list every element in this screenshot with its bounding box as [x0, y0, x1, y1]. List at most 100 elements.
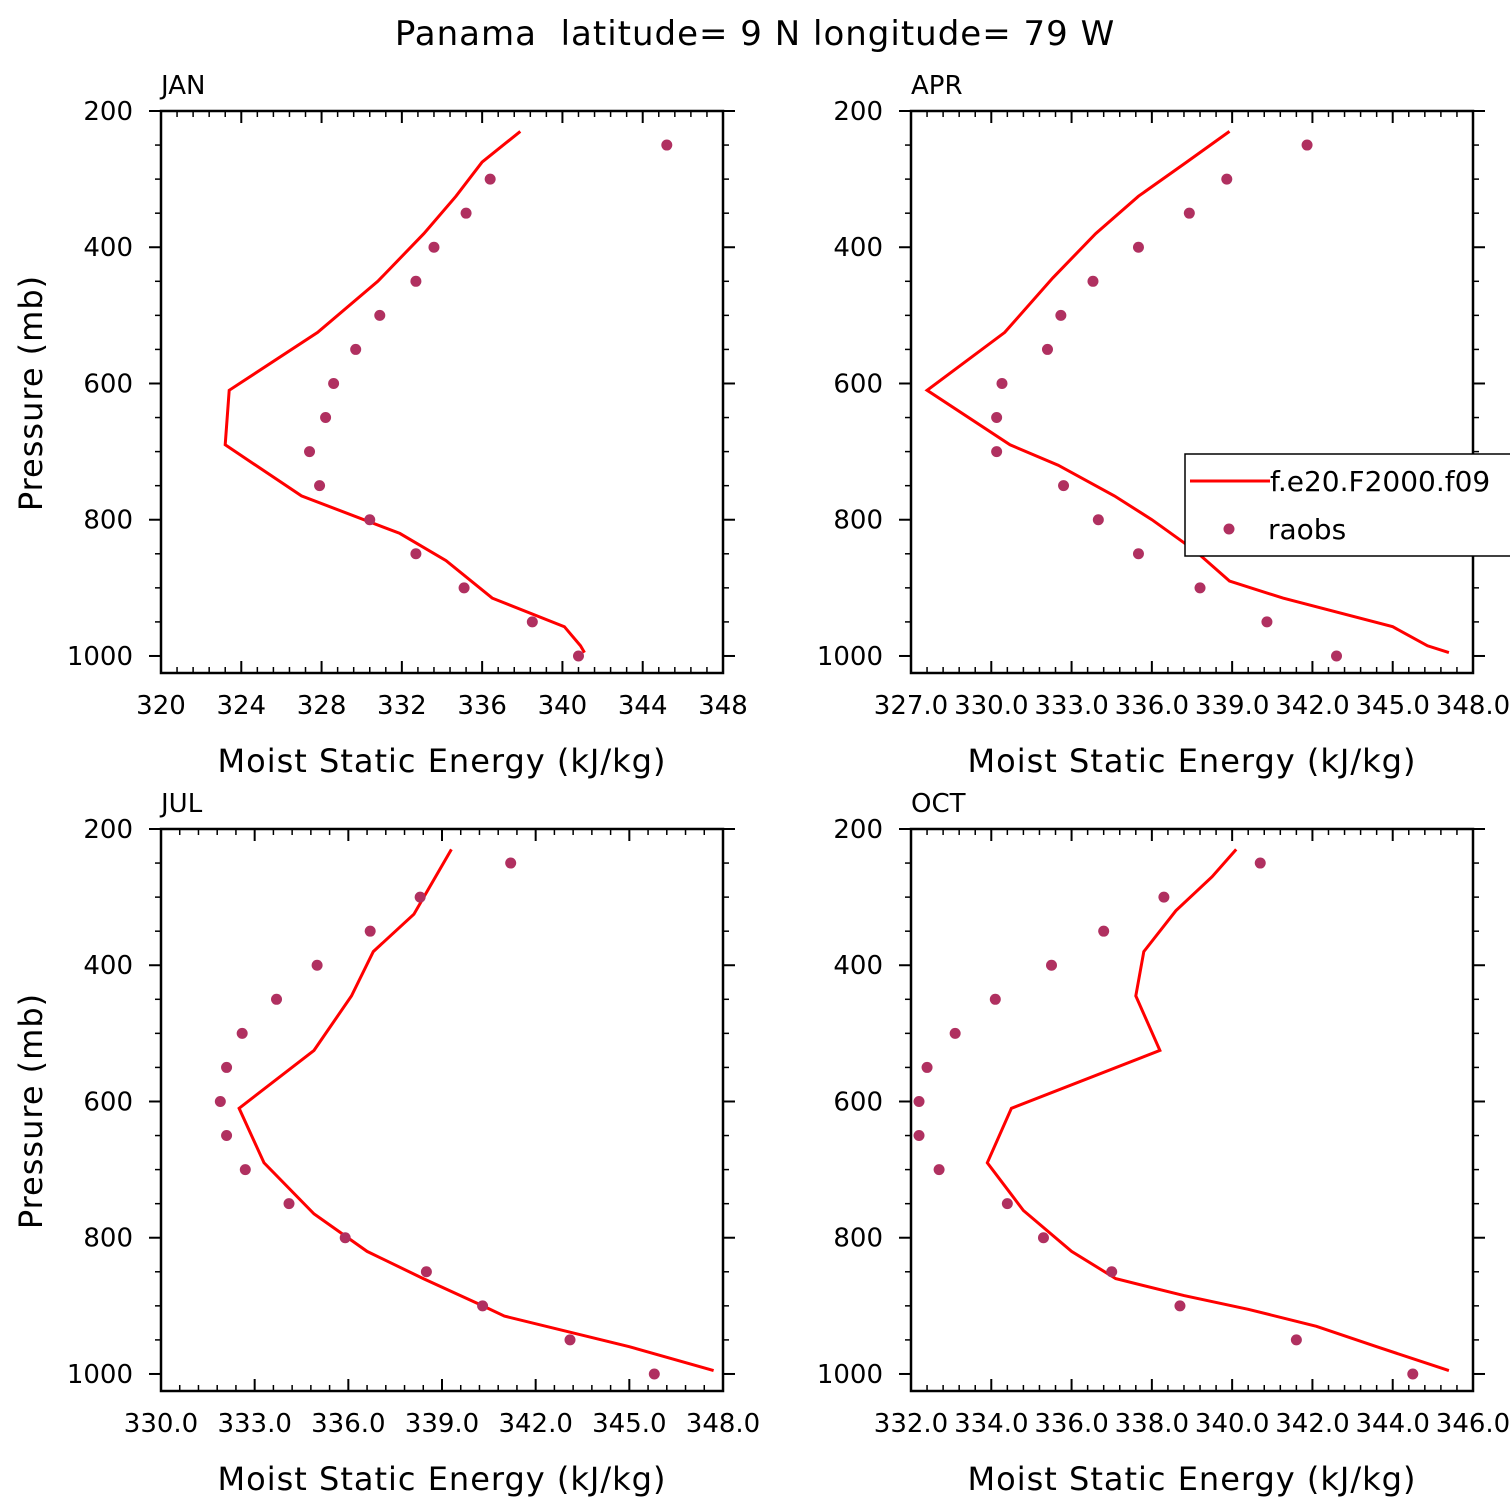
x-tick-label: 348.0 [1436, 691, 1510, 721]
panel-title-jul: JUL [159, 789, 203, 819]
raobs-point [484, 173, 496, 185]
raobs-point [564, 1334, 576, 1346]
raobs-point [1331, 650, 1343, 662]
raobs-point [913, 1130, 925, 1142]
panel-title-jan: JAN [159, 71, 205, 101]
x-tick-label: 336.0 [1115, 691, 1189, 721]
raobs-point [661, 139, 673, 151]
x-tick-label: 328 [297, 691, 347, 721]
raobs-point [991, 446, 1003, 458]
x-tick-label: 338.0 [1115, 1409, 1189, 1439]
y-tick-label: 1000 [67, 642, 133, 672]
x-tick-label: 334.0 [954, 1409, 1028, 1439]
panel-jan: JAN 320 324 328 332 336 340 344 348 200 400 600 800… [12, 71, 748, 780]
panel-title-apr: APR [911, 71, 963, 101]
raobs-point [320, 412, 332, 424]
y-tick-label: 1000 [817, 642, 883, 672]
x-tick-label: 336.0 [311, 1409, 385, 1439]
x-tick-label: 330.0 [124, 1409, 198, 1439]
x-tick-label: 339.0 [1195, 691, 1269, 721]
y-tick-label: 400 [833, 951, 883, 981]
x-tick-label: 348.0 [686, 1409, 760, 1439]
raobs-point [328, 377, 340, 389]
y-tick-label: 400 [83, 951, 133, 981]
raobs-point [1132, 548, 1144, 560]
raobs-point [1001, 1198, 1013, 1210]
x-tick-label: 342.0 [1275, 1409, 1349, 1439]
x-tick-label: 345.0 [1355, 691, 1429, 721]
x-tick-label: 332 [377, 691, 427, 721]
raobs-point [1194, 582, 1206, 594]
raobs-point [1158, 891, 1170, 903]
raobs-point [1058, 480, 1070, 492]
x-tick-label: 344.0 [1355, 1409, 1429, 1439]
raobs-point [1290, 1334, 1302, 1346]
x-tick-label: 332.0 [874, 1409, 948, 1439]
y-tick-label: 600 [83, 1087, 133, 1117]
raobs-point [221, 1061, 233, 1073]
plot-frame-jul [159, 827, 725, 1393]
raobs-point [526, 616, 538, 628]
plot-area-apr: 327.0 330.0 333.0 336.0 339.0 342.0 345.0 348.0… [817, 97, 1510, 721]
raobs-point [271, 993, 283, 1005]
plot-area-jan: 320 324 328 332 336 340 344 348 200 400 600 800 1000 [67, 97, 748, 721]
x-tick-label: 320 [136, 691, 186, 721]
raobs-point [913, 1095, 925, 1107]
model-line-oct [985, 848, 1450, 1373]
y-tick-label: 600 [833, 369, 883, 399]
raobs-point [949, 1027, 961, 1039]
raobs-point [1301, 139, 1313, 151]
x-tick-label: 336 [457, 691, 507, 721]
legend-box [1184, 453, 1510, 557]
plot-frame-jan [159, 109, 725, 675]
x-tick-label: 324 [216, 691, 266, 721]
plot-frame-oct [909, 827, 1475, 1393]
x-tick-label: 346.0 [1436, 1409, 1510, 1439]
raobs-point [477, 1300, 489, 1312]
raobs-point [239, 1164, 251, 1176]
y-tick-label: 600 [833, 1087, 883, 1117]
x-tick-label: 340.0 [1195, 1409, 1269, 1439]
x-axis-label-oct: Moist Static Energy (kJ/kg) [968, 1460, 1417, 1498]
raobs-point [933, 1164, 945, 1176]
raobs-point [1092, 514, 1104, 526]
legend-label-model: f.e20.F2000.f09 [1270, 465, 1490, 498]
raobs-point [283, 1198, 295, 1210]
legend-label-obs: raobs [1268, 513, 1346, 546]
y-tick-label: 200 [833, 97, 883, 127]
raobs-point [364, 514, 376, 526]
x-tick-label: 342.0 [1275, 691, 1349, 721]
raobs-point [236, 1027, 248, 1039]
raobs-point [428, 241, 440, 253]
y-tick-label: 1000 [817, 1360, 883, 1390]
x-axis-label-apr: Moist Static Energy (kJ/kg) [968, 742, 1417, 780]
raobs-point [350, 343, 362, 355]
raobs-point [314, 480, 326, 492]
raobs-point [648, 1368, 660, 1380]
raobs-point [1407, 1368, 1419, 1380]
x-tick-label: 344 [618, 691, 668, 721]
model-line-apr [924, 130, 1450, 655]
y-tick-label: 1000 [67, 1360, 133, 1390]
raobs-point [1041, 343, 1053, 355]
raobs-point [311, 959, 323, 971]
y-axis-label-jan: Pressure (mb) [12, 275, 50, 511]
raobs-point [1261, 616, 1273, 628]
y-tick-label: 400 [83, 233, 133, 263]
y-tick-label: 800 [833, 1224, 883, 1254]
raobs-point [1174, 1300, 1186, 1312]
raobs-point [1106, 1266, 1118, 1278]
y-tick-label: 200 [83, 815, 133, 845]
y-tick-label: 800 [83, 1224, 133, 1254]
raobs-point [460, 207, 472, 219]
panel-title-oct: OCT [911, 789, 966, 819]
x-tick-label: 327.0 [874, 691, 948, 721]
raobs-point [1221, 173, 1233, 185]
x-tick-label: 330.0 [954, 691, 1028, 721]
x-axis-label-jan: Moist Static Energy (kJ/kg) [218, 742, 667, 780]
y-tick-label: 400 [833, 233, 883, 263]
raobs-point [1037, 1232, 1049, 1244]
y-tick-label: 200 [83, 97, 133, 127]
x-tick-label: 339.0 [405, 1409, 479, 1439]
